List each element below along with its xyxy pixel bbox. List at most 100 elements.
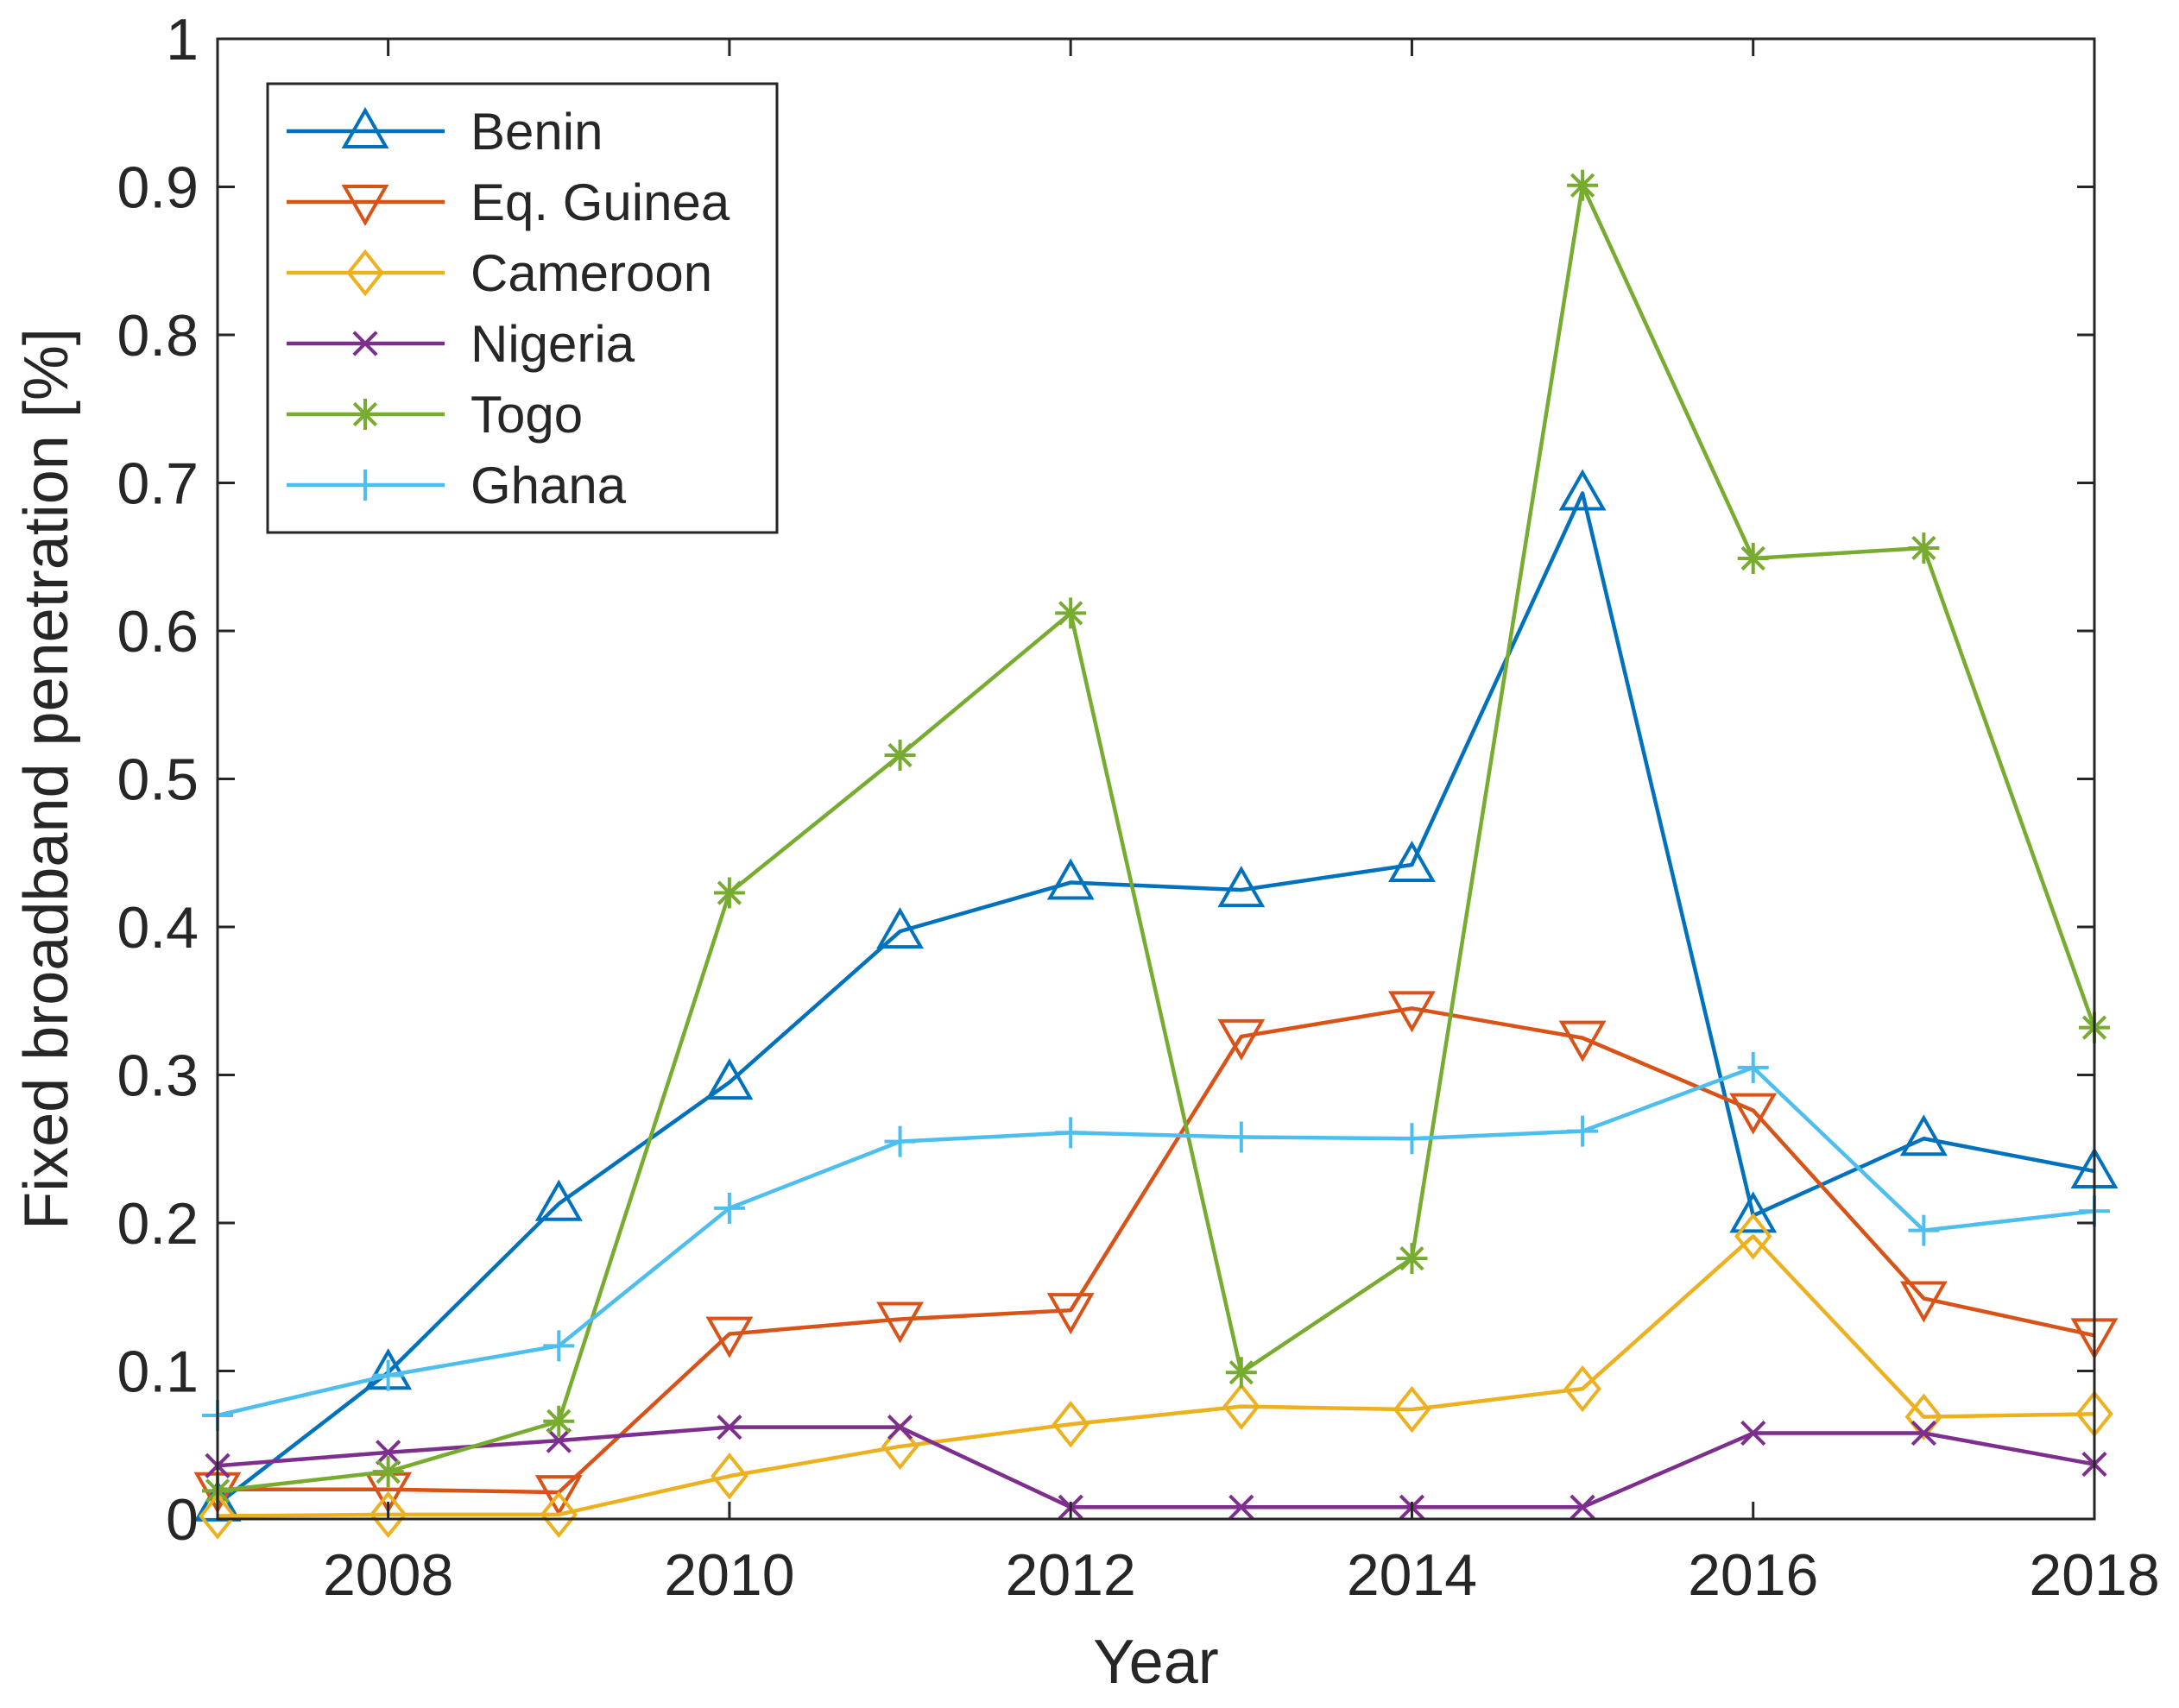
legend-label: Eq. Guinea bbox=[471, 173, 730, 231]
legend: Benin Eq. Guinea Cameroon Nigeria Togo Ghana bbox=[266, 82, 779, 534]
marker bbox=[1222, 1383, 1260, 1430]
marker bbox=[1908, 1214, 1940, 1246]
marker bbox=[884, 740, 916, 772]
marker bbox=[372, 1456, 404, 1488]
marker bbox=[1729, 1093, 1778, 1135]
legend-entry: Eq. Guinea bbox=[287, 173, 730, 231]
series-line bbox=[216, 491, 2095, 1506]
y-axis-title: Fixed broadband penetration [%] bbox=[12, 328, 81, 1230]
marker bbox=[717, 1415, 742, 1440]
series-line bbox=[217, 1425, 2095, 1509]
series-line bbox=[218, 1006, 2095, 1495]
marker bbox=[1396, 1123, 1428, 1155]
x-tick-label: 2010 bbox=[664, 1542, 794, 1608]
marker bbox=[705, 1316, 754, 1358]
marker bbox=[543, 1405, 575, 1437]
series-ghana bbox=[202, 1051, 2110, 1431]
marker bbox=[1740, 1420, 1766, 1446]
y-tick-label: 0.7 bbox=[117, 451, 199, 517]
marker bbox=[1904, 1393, 1943, 1440]
marker bbox=[711, 1453, 748, 1500]
marker bbox=[341, 185, 389, 227]
marker bbox=[352, 331, 378, 356]
marker bbox=[1046, 1293, 1095, 1335]
y-tick-label: 0.2 bbox=[117, 1191, 199, 1257]
marker bbox=[369, 1491, 407, 1539]
marker bbox=[1737, 1051, 1769, 1083]
x-tick-label: 2012 bbox=[1006, 1542, 1136, 1608]
y-tick-label: 0.5 bbox=[117, 747, 199, 813]
marker bbox=[543, 1330, 575, 1362]
marker bbox=[1055, 597, 1087, 629]
marker bbox=[1899, 1281, 1948, 1323]
marker bbox=[1396, 1243, 1428, 1275]
marker bbox=[881, 1422, 919, 1471]
marker bbox=[534, 1475, 583, 1517]
marker bbox=[199, 1492, 237, 1540]
marker bbox=[1558, 469, 1607, 511]
legend-entry: Nigeria bbox=[287, 315, 635, 373]
marker bbox=[534, 1179, 583, 1221]
marker bbox=[376, 1440, 401, 1465]
marker bbox=[1734, 1213, 1772, 1260]
y-tick-label: 1 bbox=[166, 7, 199, 72]
marker bbox=[713, 877, 745, 909]
marker bbox=[1388, 991, 1436, 1033]
marker bbox=[876, 907, 924, 949]
legend-label: Cameroon bbox=[471, 244, 712, 302]
marker bbox=[1225, 1121, 1257, 1153]
marker bbox=[1225, 1357, 1257, 1389]
marker bbox=[346, 249, 384, 297]
ticks-layer: 0 0.1 0.2 0.3 0.4 0.5 0.6 0.7 0.8 0.9 1 2008 2010 201… bbox=[117, 7, 2159, 1608]
legend-label: Togo bbox=[471, 386, 583, 444]
legend-entry: Togo bbox=[287, 386, 583, 444]
marker bbox=[1558, 1020, 1607, 1062]
marker bbox=[1228, 1494, 1254, 1520]
legend-label: Benin bbox=[471, 103, 603, 161]
marker bbox=[887, 1415, 913, 1440]
x-tick-label: 2018 bbox=[2029, 1542, 2159, 1608]
marker bbox=[1055, 1117, 1087, 1149]
marker bbox=[1563, 1365, 1601, 1413]
y-tick-label: 0.4 bbox=[117, 895, 199, 961]
marker bbox=[1217, 1018, 1266, 1061]
marker bbox=[876, 1301, 924, 1344]
legend-label: Nigeria bbox=[471, 315, 635, 373]
marker bbox=[350, 399, 381, 430]
y-tick-label: 0.9 bbox=[117, 155, 199, 221]
marker bbox=[713, 1192, 745, 1224]
series-nigeria bbox=[205, 1415, 2107, 1520]
marker bbox=[1052, 1401, 1090, 1448]
y-tick-label: 0.1 bbox=[117, 1339, 199, 1405]
marker bbox=[884, 1125, 916, 1157]
y-tick-label: 0 bbox=[166, 1487, 199, 1553]
series-layer bbox=[193, 169, 2119, 1540]
y-tick-label: 0.8 bbox=[117, 303, 199, 369]
legend-entry: Benin bbox=[287, 103, 603, 161]
marker bbox=[1046, 858, 1095, 900]
marker bbox=[1911, 1420, 1936, 1446]
legend-entry: Ghana bbox=[287, 457, 627, 514]
x-tick-label: 2016 bbox=[1688, 1542, 1818, 1608]
series-cameroon bbox=[199, 1213, 2113, 1540]
marker bbox=[1567, 1115, 1599, 1147]
marker bbox=[1899, 1114, 1948, 1157]
marker bbox=[540, 1491, 578, 1539]
marker bbox=[546, 1428, 572, 1453]
marker bbox=[341, 106, 389, 148]
marker bbox=[350, 470, 381, 501]
marker bbox=[1737, 542, 1769, 574]
marker bbox=[1393, 1385, 1431, 1434]
marker bbox=[1388, 840, 1436, 882]
series-line bbox=[217, 183, 2097, 1493]
series-line bbox=[217, 1065, 2095, 1418]
marker bbox=[705, 1058, 754, 1100]
marker bbox=[1570, 1494, 1595, 1520]
legend-box bbox=[266, 82, 779, 534]
y-tick-label: 0.6 bbox=[117, 599, 199, 665]
x-tick-label: 2014 bbox=[1347, 1542, 1477, 1608]
marker bbox=[1908, 532, 1940, 564]
marker bbox=[1729, 1191, 1778, 1233]
marker bbox=[372, 1359, 404, 1391]
